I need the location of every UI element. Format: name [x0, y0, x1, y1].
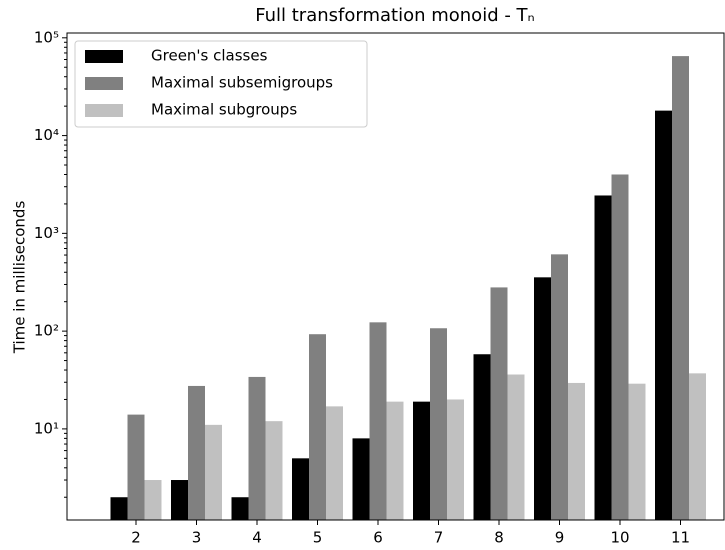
y-axis-label: Time in milliseconds — [11, 201, 29, 355]
bar — [655, 110, 672, 521]
x-tick-label: 6 — [373, 529, 383, 547]
bar — [447, 399, 464, 520]
bar — [231, 497, 249, 520]
x-tick-label: 5 — [313, 529, 323, 547]
legend-label: Maximal subsemigroups — [151, 74, 333, 92]
bar — [205, 424, 222, 520]
x-tick-label: 7 — [434, 529, 444, 547]
legend-swatch — [85, 50, 123, 63]
y-tick-label: 10² — [34, 322, 59, 340]
bar — [689, 373, 706, 520]
y-tick-label: 10³ — [34, 224, 59, 242]
x-tick-label: 10 — [610, 529, 629, 547]
legend-swatch — [85, 77, 123, 90]
x-tick-label: 4 — [252, 529, 262, 547]
x-tick-label: 8 — [494, 529, 504, 547]
x-tick-label: 11 — [671, 529, 690, 547]
legend-frame — [74, 40, 368, 128]
y-tick-label: 10⁴ — [34, 126, 59, 144]
bar — [248, 376, 266, 520]
bar — [110, 497, 128, 520]
bar — [127, 414, 145, 520]
bar — [473, 354, 491, 520]
x-tick-label: 2 — [131, 529, 141, 547]
bar — [672, 56, 689, 520]
bar — [292, 458, 309, 520]
y-tick-label: 10⁵ — [34, 28, 59, 46]
bar — [507, 374, 525, 520]
bar — [534, 277, 551, 520]
bar — [490, 287, 508, 520]
x-tick-label: 9 — [555, 529, 565, 547]
bar — [594, 195, 612, 520]
bar — [188, 385, 205, 520]
bar — [309, 334, 326, 520]
legend-swatch — [85, 104, 123, 117]
bar — [413, 401, 430, 520]
bar — [144, 480, 162, 520]
bar — [265, 421, 283, 520]
bar — [326, 406, 343, 520]
bar — [430, 328, 447, 520]
chart-title: Full transformation monoid - Tₙ — [255, 5, 534, 26]
bar — [611, 174, 629, 521]
bar — [568, 382, 585, 520]
bar — [352, 438, 370, 520]
plot-frame — [66, 32, 725, 521]
bar — [386, 401, 404, 520]
x-tick-label: 3 — [192, 529, 202, 547]
y-tick-label: 10¹ — [34, 419, 59, 437]
bar — [551, 254, 568, 520]
bar — [628, 383, 646, 520]
bar — [369, 322, 387, 520]
bar — [171, 480, 188, 520]
legend-label: Maximal subgroups — [151, 101, 297, 119]
legend-label: Green's classes — [151, 47, 268, 65]
